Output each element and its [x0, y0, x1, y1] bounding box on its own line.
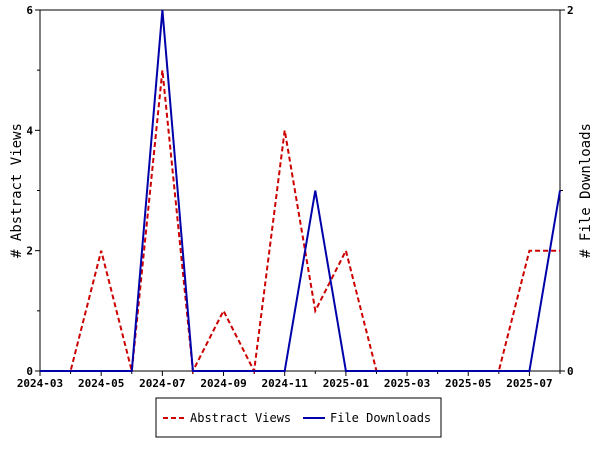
x-tick-label: 2025-07 — [506, 377, 552, 390]
y-tick-label: 2 — [26, 245, 33, 258]
plot-frame — [39, 9, 561, 372]
y-axis-right: 02 — [560, 4, 574, 378]
series-line-abstract-views — [40, 70, 560, 375]
legend-box — [155, 397, 442, 438]
y-tick-label: 6 — [26, 4, 33, 17]
y2-tick-label: 0 — [567, 365, 574, 378]
series-line-file-downloads — [40, 9, 561, 372]
x-tick-label: 2024-09 — [200, 377, 246, 390]
x-tick-label: 2024-11 — [262, 377, 309, 390]
y2-tick-label: 2 — [567, 4, 574, 17]
x-tick-label: 2024-07 — [139, 377, 185, 390]
legend: Abstract Views File Downloads — [155, 397, 442, 438]
series-layer — [40, 9, 561, 375]
x-tick-label: 2024-03 — [17, 377, 63, 390]
y-tick-label: 0 — [26, 365, 33, 378]
x-axis: 2024-03 2024-05 2024-07 2024-09 2024-11 2025-… — [17, 371, 561, 390]
x-tick-label: 2025-03 — [384, 377, 430, 390]
y-tick-label: 4 — [26, 124, 33, 137]
y2-axis-title: # File Downloads — [578, 123, 594, 258]
x-tick-label: 2024-05 — [78, 377, 124, 390]
x-tick-label: 2025-05 — [445, 377, 491, 390]
y-axis-title: # Abstract Views — [9, 123, 25, 258]
plot-area — [39, 9, 561, 372]
y-axis-left: 0 2 4 6 — [26, 4, 40, 378]
x-tick-label: 2025-01 — [323, 377, 370, 390]
legend-label: File Downloads — [330, 411, 431, 425]
legend-label: Abstract Views — [190, 411, 291, 425]
